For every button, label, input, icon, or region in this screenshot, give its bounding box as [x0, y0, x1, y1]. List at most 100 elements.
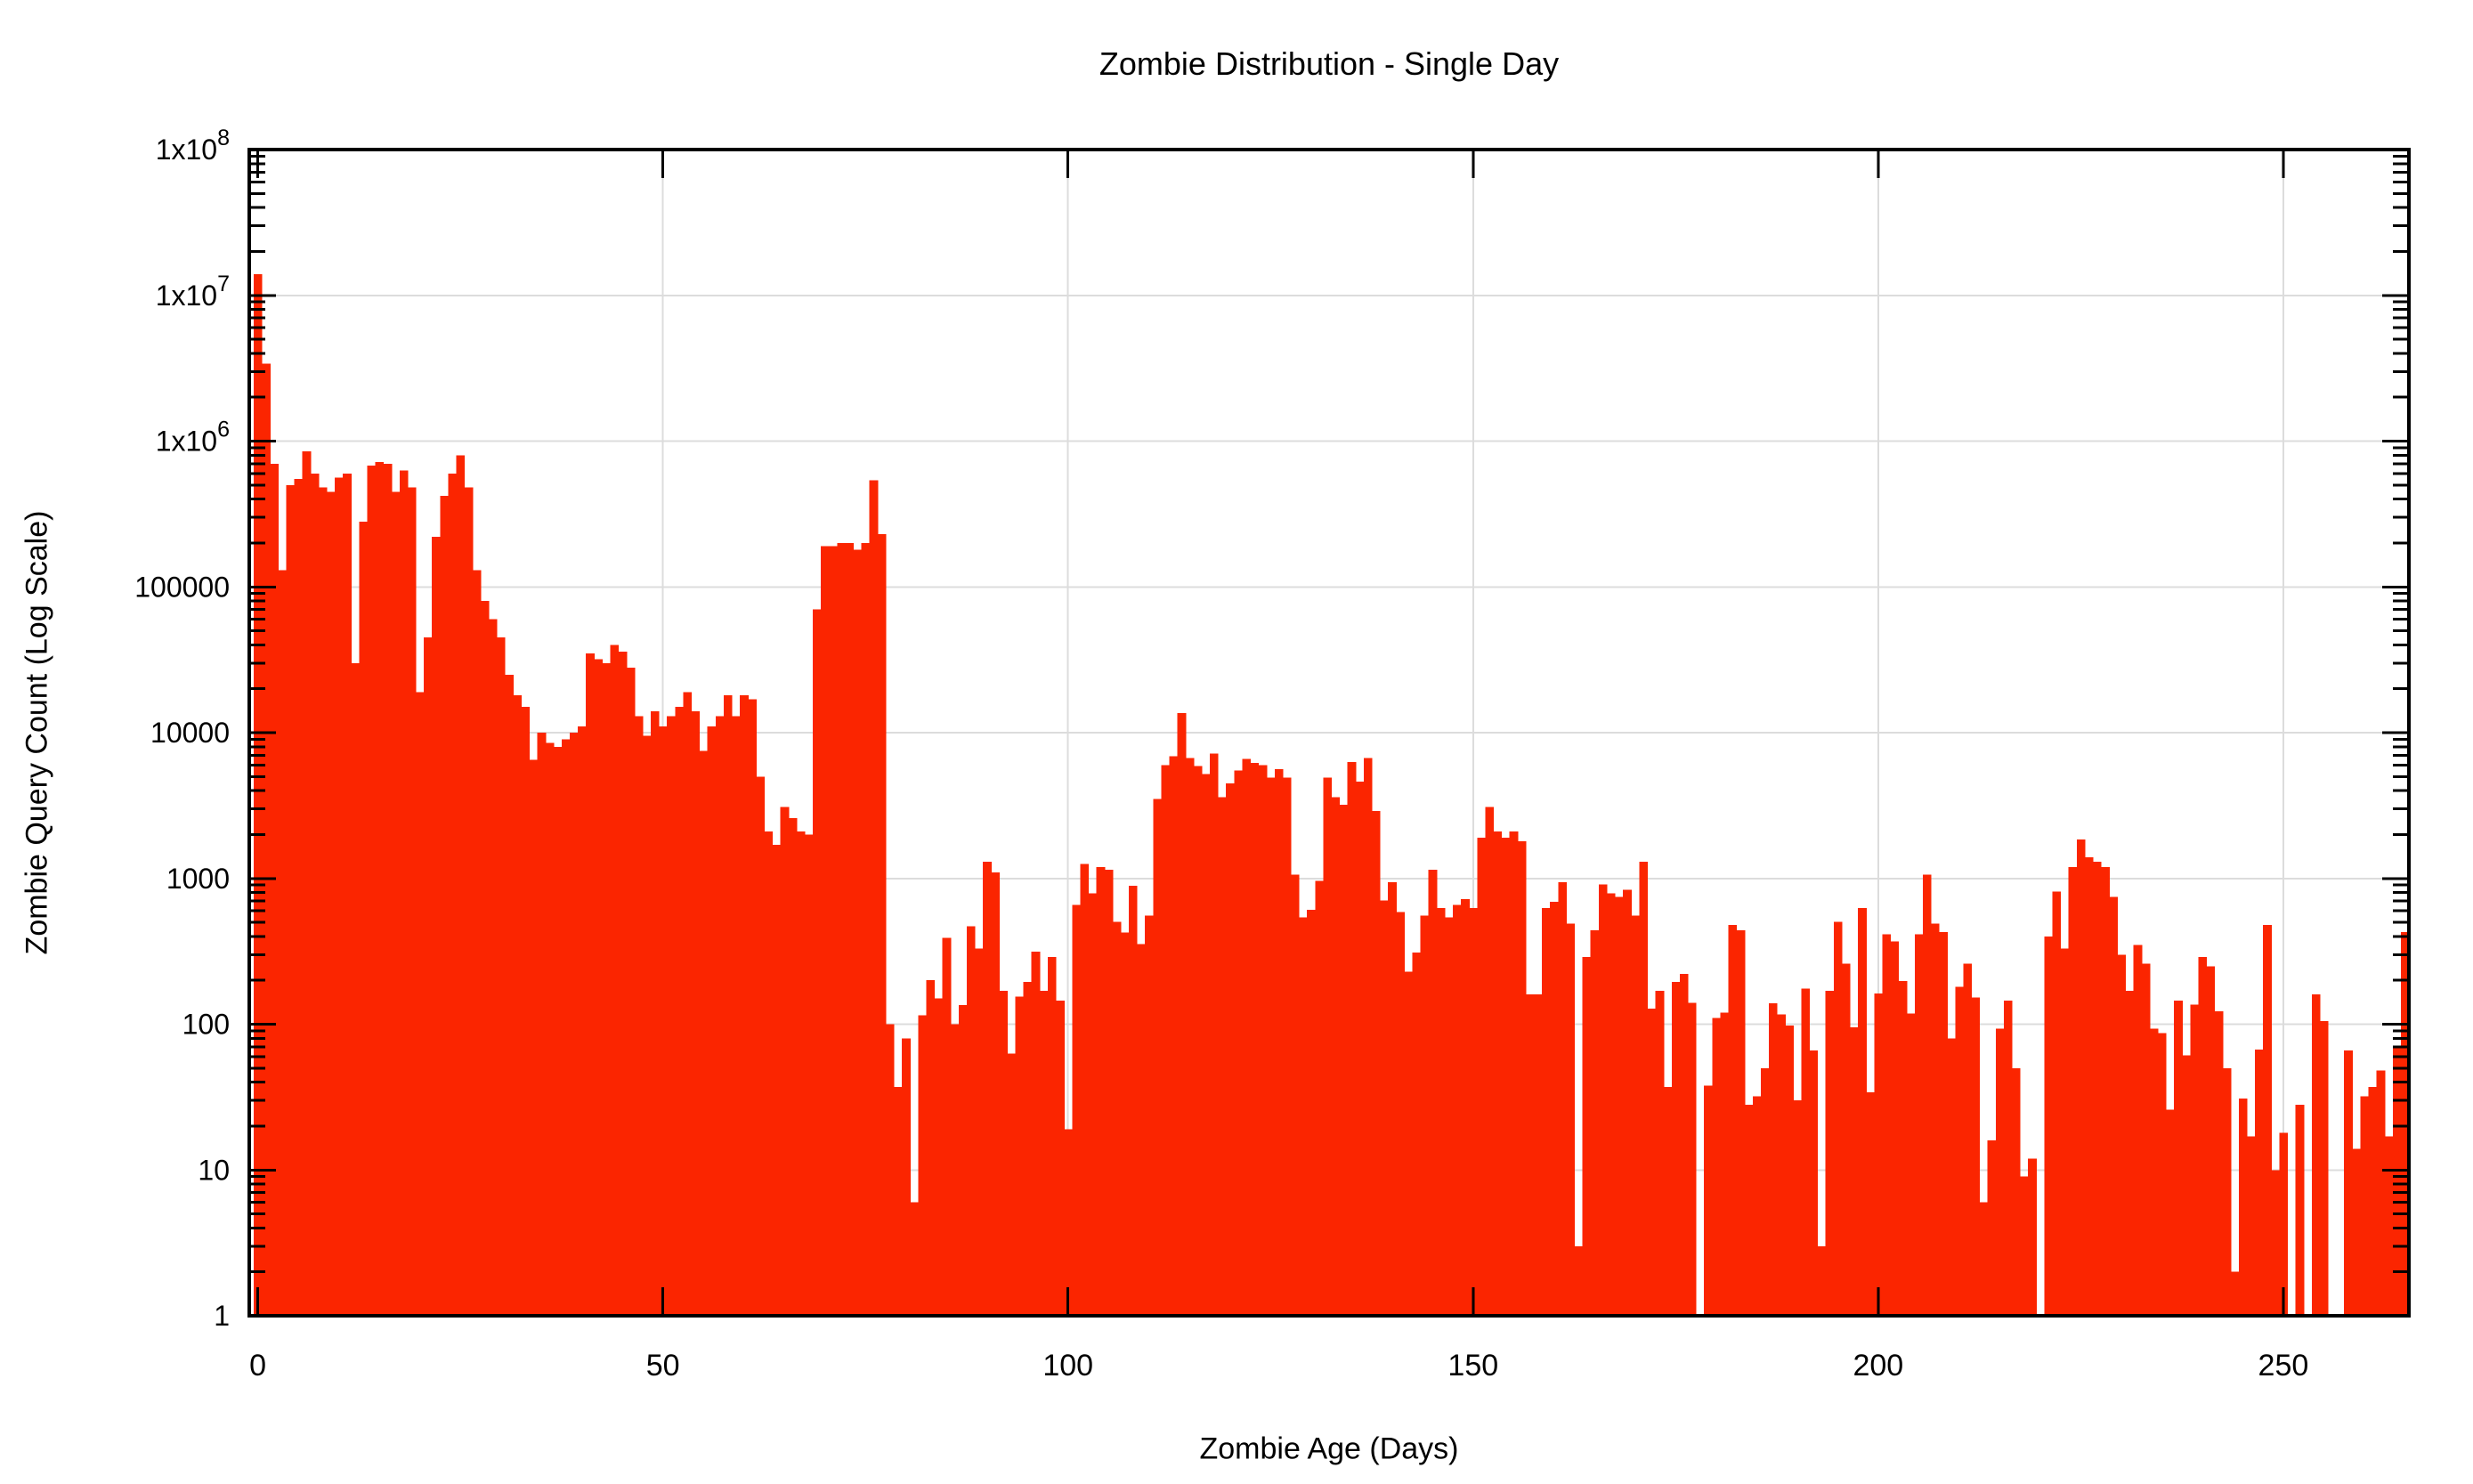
bar [821, 546, 830, 1316]
bar [1550, 902, 1559, 1316]
bar [1639, 862, 1649, 1316]
bar [796, 831, 806, 1316]
bar [1266, 777, 1276, 1316]
bar [1145, 915, 1154, 1316]
bar [586, 653, 595, 1316]
bar [1542, 908, 1551, 1316]
bar [1671, 982, 1681, 1316]
x-tick-label: 250 [2258, 1349, 2309, 1383]
bar [1995, 1028, 2005, 1316]
bar [1347, 761, 1357, 1316]
bar [1064, 1129, 1073, 1316]
histogram-bars [254, 273, 2409, 1317]
y-tick-label: 1x107 [156, 272, 230, 312]
bar [1250, 762, 1260, 1316]
bar [456, 455, 466, 1316]
bar [1882, 934, 1892, 1316]
bar [1979, 1202, 1989, 1316]
bar [934, 998, 944, 1316]
bar [1858, 908, 1867, 1316]
bar [748, 699, 757, 1316]
bar [1866, 1092, 1875, 1316]
bar [1760, 1067, 1770, 1316]
bar [367, 465, 377, 1316]
bar [1380, 900, 1389, 1316]
bar [1185, 758, 1195, 1316]
bar [2376, 1070, 2386, 1316]
bar [2101, 866, 2110, 1316]
bar [2125, 990, 2135, 1316]
bar [1339, 805, 1349, 1316]
bar [788, 817, 798, 1316]
bar [1922, 874, 1932, 1316]
bar [1598, 884, 1608, 1316]
bar [780, 807, 790, 1316]
bar [1015, 996, 1025, 1316]
bar [2214, 1010, 2224, 1316]
bar [2141, 963, 2151, 1316]
bar [1177, 713, 1187, 1316]
bar [691, 711, 701, 1316]
bar [1096, 866, 1106, 1316]
bar [740, 695, 749, 1316]
bar [1436, 908, 1446, 1316]
bar [1153, 799, 1162, 1316]
bar [650, 711, 660, 1316]
bar [2400, 931, 2409, 1316]
x-tick-label: 200 [1853, 1349, 1903, 1383]
bar [2068, 866, 2078, 1316]
bar [1315, 880, 1324, 1316]
bar [715, 716, 725, 1316]
bar [966, 926, 976, 1316]
bar [861, 542, 871, 1316]
bar [2238, 1098, 2248, 1316]
bar [885, 1024, 895, 1316]
bar [1299, 917, 1308, 1316]
y-tick-label: 100000 [134, 571, 230, 603]
bar [1558, 882, 1568, 1316]
y-tick-label: 10 [198, 1154, 230, 1186]
bar [975, 948, 984, 1316]
bar [910, 1202, 919, 1316]
bar [1420, 915, 1430, 1316]
bar [1939, 932, 1948, 1316]
bar [1209, 753, 1219, 1316]
bar [1574, 1245, 1584, 1316]
bar [2060, 948, 2070, 1316]
x-tick-label: 100 [1042, 1349, 1093, 1383]
bar [1704, 1085, 1713, 1316]
bar [1412, 953, 1422, 1316]
bar [2003, 1001, 2013, 1316]
bar [1388, 882, 1397, 1316]
bar [1931, 923, 1940, 1316]
bar [1809, 1050, 1819, 1316]
bar [1169, 756, 1179, 1316]
bar [1023, 982, 1033, 1316]
bar [699, 750, 709, 1316]
bar [2222, 1067, 2232, 1316]
bar [2109, 896, 2118, 1316]
bar [1493, 831, 1503, 1316]
bar [1833, 921, 1843, 1316]
bar [1404, 971, 1414, 1316]
bar [2084, 856, 2094, 1316]
bar [1282, 777, 1292, 1316]
bar [2384, 1136, 2394, 1316]
tick-labels: 1 10 100 1000 10000 100000 1x106 1x107 1x108 0 50 1… [134, 126, 2308, 1383]
bar [1687, 1002, 1697, 1316]
x-tick-label: 50 [646, 1349, 680, 1383]
bar [262, 363, 271, 1316]
bar [618, 651, 628, 1316]
y-tick-label: 10000 [150, 717, 230, 749]
bar [1663, 1087, 1673, 1316]
y-tick-label: 1x106 [156, 418, 230, 458]
bar [545, 742, 555, 1316]
bar [578, 726, 587, 1316]
bar [537, 733, 547, 1316]
bar [1088, 893, 1098, 1316]
bar [513, 695, 522, 1316]
bar [683, 692, 693, 1316]
bar [1914, 934, 1924, 1316]
bar [1218, 797, 1227, 1316]
